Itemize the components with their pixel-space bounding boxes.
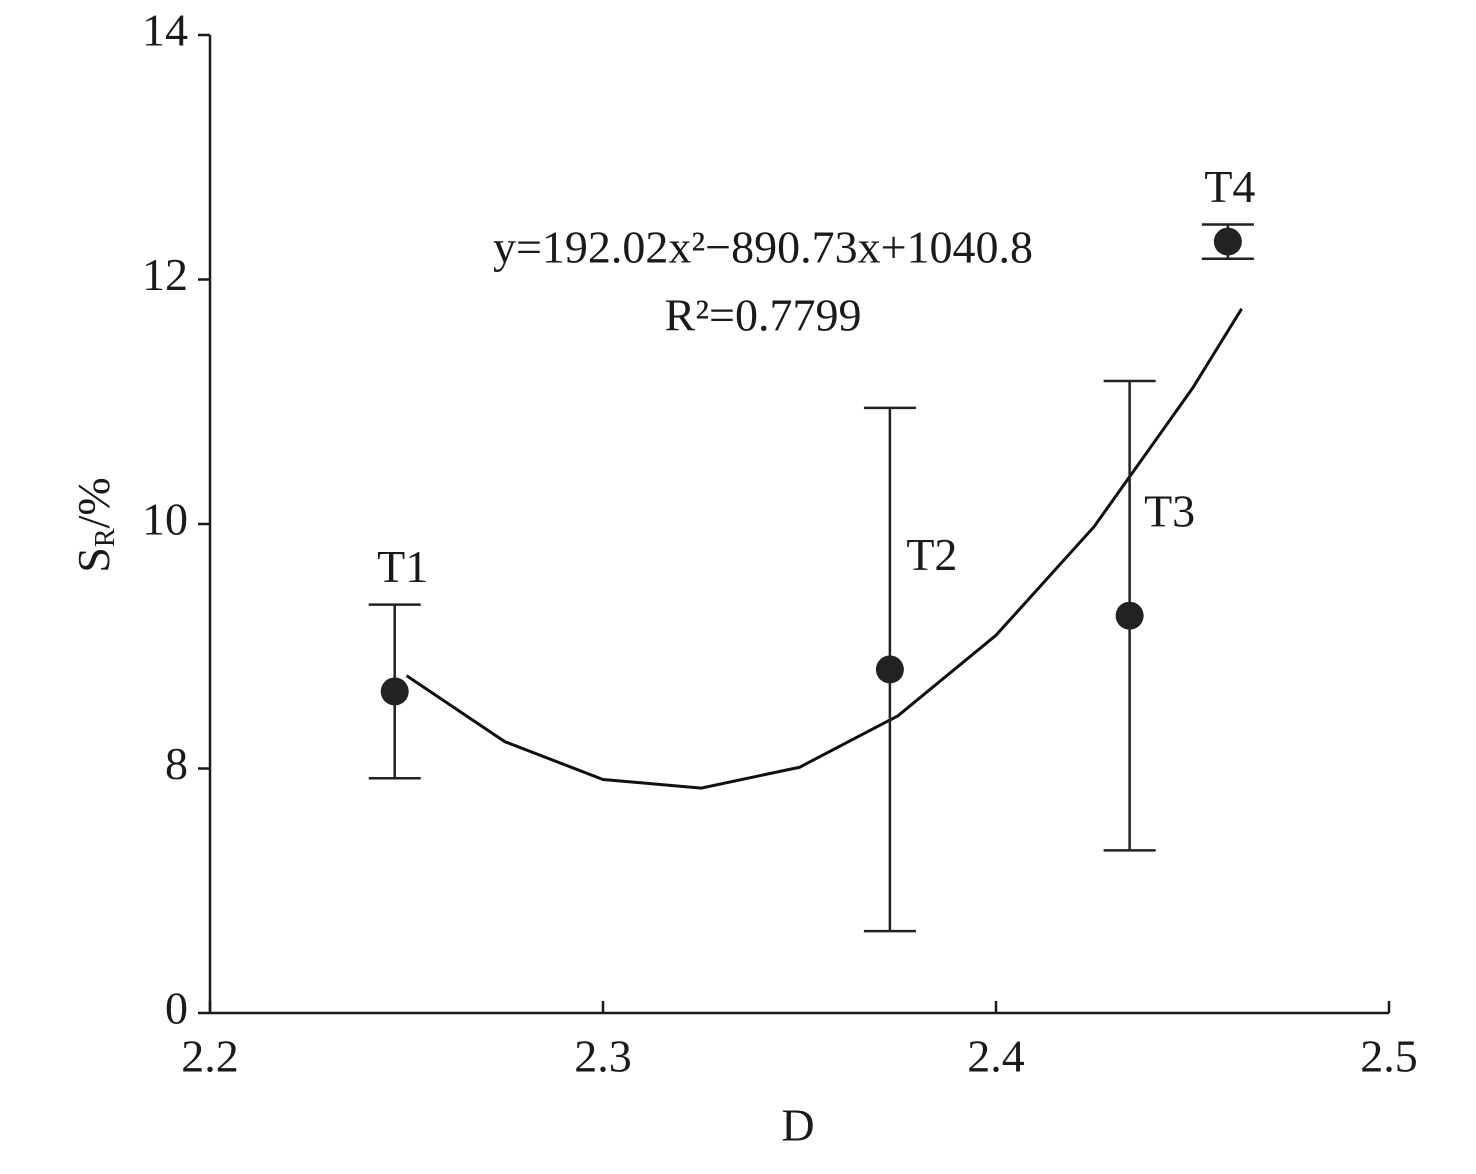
point — [1115, 601, 1144, 630]
y-tick-label: 12 — [142, 249, 188, 300]
point — [1213, 227, 1242, 256]
r-squared: R²=0.7799 — [665, 290, 862, 341]
x-tick-label: 2.5 — [1360, 1031, 1418, 1082]
y-label-main: S — [68, 547, 119, 573]
y-label-sub: R — [90, 528, 121, 547]
equation: y=192.02x²−890.73x+1040.8 — [493, 222, 1033, 273]
y-tick-label: 14 — [142, 5, 188, 56]
y-tick-label: 10 — [142, 494, 188, 545]
x-tick-label: 2.4 — [967, 1031, 1025, 1082]
point-label: T1 — [377, 541, 428, 592]
point-label: T4 — [1204, 161, 1255, 212]
x-axis-label: D — [781, 1100, 814, 1151]
y-tick-label: 8 — [165, 738, 188, 789]
point-label: T3 — [1144, 485, 1195, 536]
point-label: T2 — [906, 529, 957, 580]
point — [875, 655, 904, 684]
x-tick-label: 2.3 — [574, 1031, 632, 1082]
point — [380, 677, 409, 706]
y-tick-label: 0 — [165, 983, 188, 1034]
y-axis-label: SR/% — [68, 477, 122, 572]
trendline — [405, 308, 1243, 790]
x-tick-label: 2.2 — [181, 1031, 239, 1082]
y-label-rest: /% — [68, 477, 119, 528]
